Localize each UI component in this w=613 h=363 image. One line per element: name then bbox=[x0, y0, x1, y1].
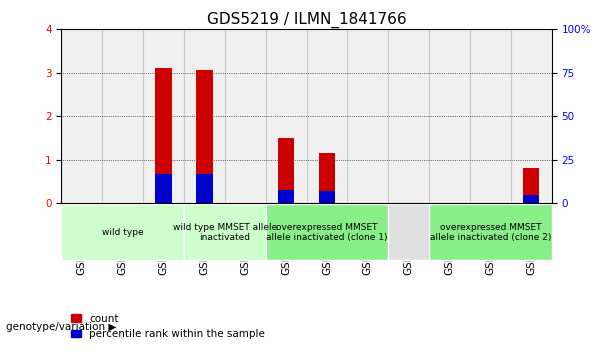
Bar bbox=[184, 29, 225, 203]
Legend: count, percentile rank within the sample: count, percentile rank within the sample bbox=[66, 310, 270, 343]
Text: wild type MMSET allele
inactivated: wild type MMSET allele inactivated bbox=[173, 223, 277, 242]
Bar bbox=[523, 195, 539, 203]
FancyBboxPatch shape bbox=[61, 204, 184, 260]
Text: wild type: wild type bbox=[102, 228, 143, 237]
Bar bbox=[225, 29, 265, 203]
FancyBboxPatch shape bbox=[265, 204, 388, 260]
FancyBboxPatch shape bbox=[429, 204, 552, 260]
FancyBboxPatch shape bbox=[388, 204, 429, 260]
Text: overexpressed MMSET
allele inactivated (clone 2): overexpressed MMSET allele inactivated (… bbox=[430, 223, 551, 242]
Bar bbox=[470, 29, 511, 203]
Bar bbox=[511, 29, 552, 203]
Bar bbox=[196, 70, 213, 203]
Bar bbox=[278, 190, 294, 203]
Text: overexpressed MMSET
allele inactivated (clone 1): overexpressed MMSET allele inactivated (… bbox=[266, 223, 387, 242]
Bar bbox=[155, 174, 172, 203]
Bar bbox=[265, 29, 306, 203]
Bar bbox=[61, 29, 102, 203]
Title: GDS5219 / ILMN_1841766: GDS5219 / ILMN_1841766 bbox=[207, 12, 406, 28]
Bar bbox=[306, 29, 348, 203]
Text: genotype/variation ▶: genotype/variation ▶ bbox=[6, 322, 116, 332]
Bar bbox=[388, 29, 429, 203]
Bar bbox=[319, 191, 335, 203]
Bar bbox=[429, 29, 470, 203]
Bar bbox=[278, 138, 294, 203]
Bar bbox=[196, 174, 213, 203]
Bar bbox=[102, 29, 143, 203]
Bar bbox=[143, 29, 184, 203]
Bar bbox=[155, 68, 172, 203]
Bar bbox=[348, 29, 388, 203]
Bar bbox=[523, 168, 539, 203]
FancyBboxPatch shape bbox=[184, 204, 265, 260]
Bar bbox=[319, 153, 335, 203]
